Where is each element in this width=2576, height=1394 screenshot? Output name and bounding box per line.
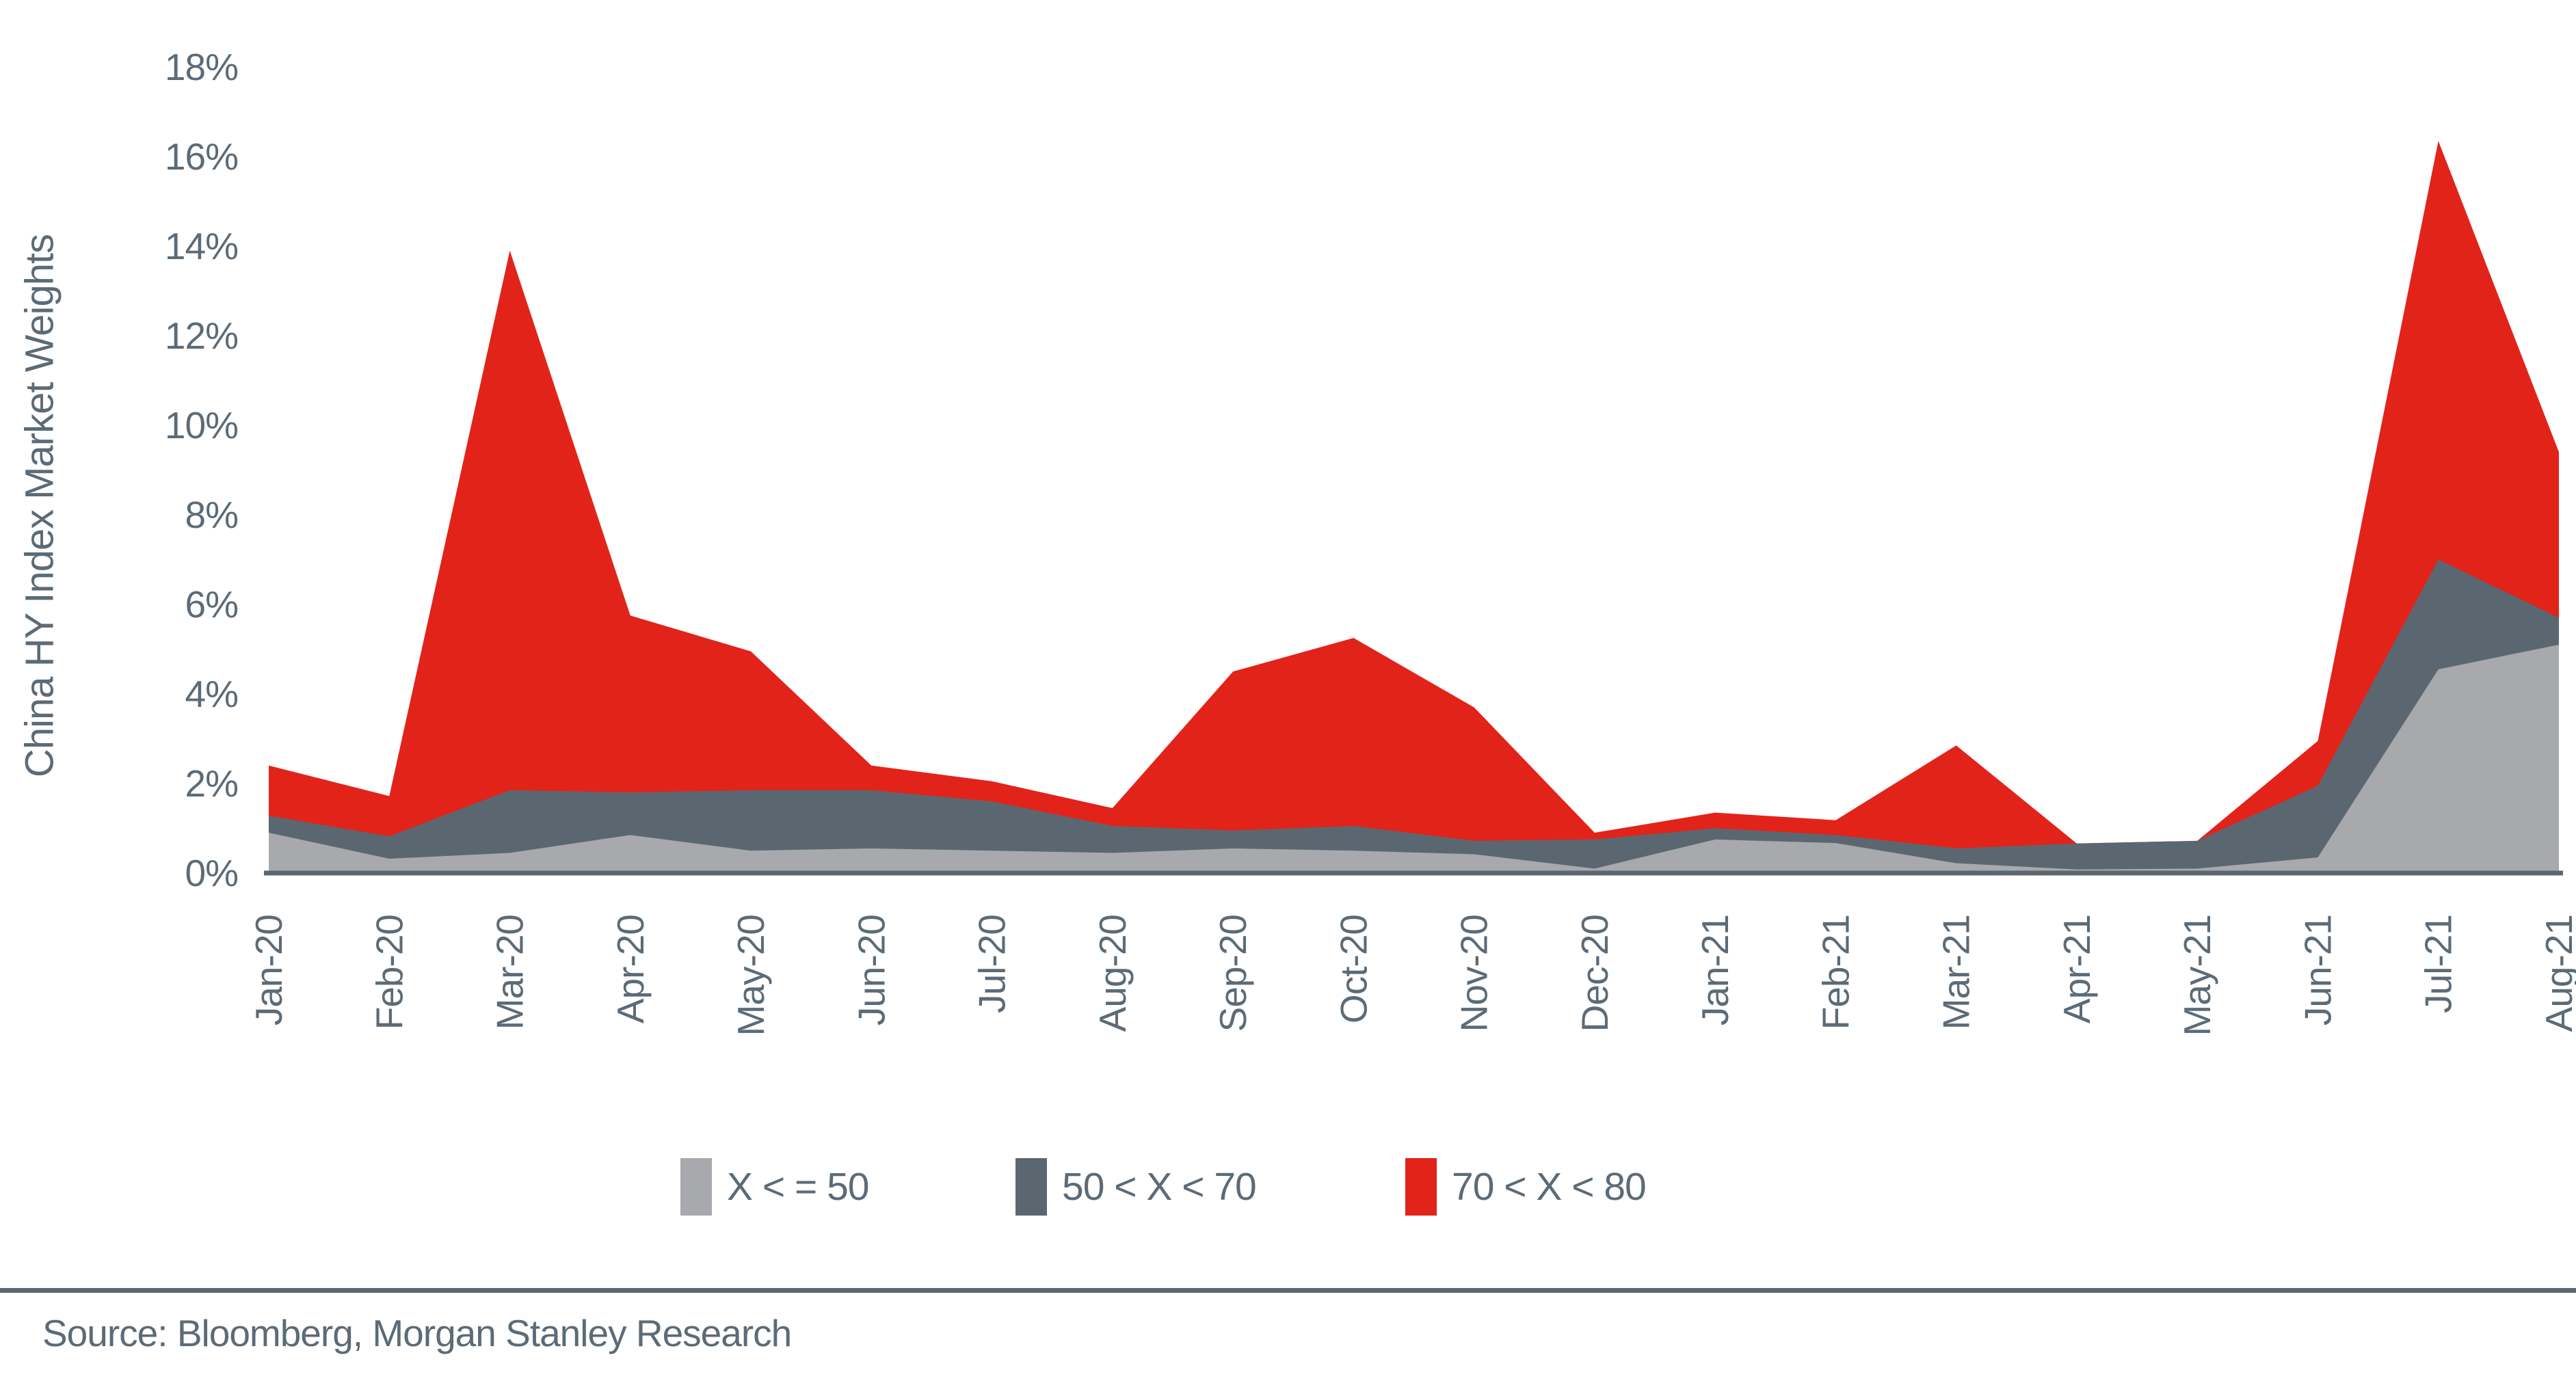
y-tick-label-18pct: 18% <box>165 46 238 88</box>
legend-swatch-light-gray <box>680 1158 712 1216</box>
x-tick-label-apr-20: Apr-20 <box>609 915 652 1023</box>
y-tick-label-16pct: 16% <box>165 135 238 178</box>
x-tick-label-feb-21: Feb-21 <box>1814 915 1857 1030</box>
y-tick-label-10pct: 10% <box>165 404 238 446</box>
legend-label-70-80: 70 < X < 80 <box>1452 1165 1647 1209</box>
x-axis-ticks: Jan-20 Feb-20 Mar-20 Apr-20 May-20 Jun-20 Jul-… <box>248 915 2576 1036</box>
area-series-50-x-70 <box>269 559 2559 873</box>
x-tick-label-may-20: May-20 <box>730 915 772 1036</box>
y-tick-label-4pct: 4% <box>185 673 239 715</box>
x-tick-label-jun-21: Jun-21 <box>2296 915 2339 1026</box>
y-tick-label-0pct: 0% <box>185 852 239 894</box>
plot-area <box>269 141 2559 874</box>
x-tick-label-feb-20: Feb-20 <box>368 915 410 1030</box>
y-tick-label-6pct: 6% <box>185 583 239 626</box>
x-tick-label-dec-20: Dec-20 <box>1574 915 1616 1032</box>
x-tick-label-jul-21: Jul-21 <box>2417 915 2460 1013</box>
x-tick-label-oct-20: Oct-20 <box>1332 915 1375 1023</box>
footer-divider-line <box>0 1288 2576 1293</box>
x-tick-label-aug-21: Aug-21 <box>2538 915 2576 1032</box>
x-tick-label-nov-20: Nov-20 <box>1453 915 1496 1032</box>
legend-item-70-80: 70 < X < 80 <box>1405 1158 1647 1216</box>
y-tick-label-8pct: 8% <box>185 494 239 536</box>
legend: X < = 50 50 < X < 70 70 < X < 80 <box>0 1158 2576 1223</box>
x-tick-label-aug-20: Aug-20 <box>1091 915 1134 1032</box>
area-series-70-x-80 <box>269 141 2559 874</box>
legend-item-50-70: 50 < X < 70 <box>1015 1158 1257 1216</box>
source-text: Source: Bloomberg, Morgan Stanley Resear… <box>42 1312 792 1354</box>
x-tick-label-apr-21: Apr-21 <box>2056 915 2098 1023</box>
x-tick-label-sep-20: Sep-20 <box>1212 915 1254 1032</box>
legend-swatch-red <box>1405 1158 1437 1216</box>
y-tick-label-2pct: 2% <box>185 762 239 805</box>
y-axis-ticks: 18% 16% 14% 12% 10% 8% 6% 4% 2% 0% <box>165 46 239 894</box>
legend-label-x-le-50: X < = 50 <box>727 1165 870 1209</box>
legend-item-x-le-50: X < = 50 <box>680 1158 870 1216</box>
legend-swatch-dark-slate <box>1015 1158 1047 1216</box>
x-tick-label-mar-20: Mar-20 <box>489 915 531 1030</box>
x-tick-label-jan-20: Jan-20 <box>248 915 290 1026</box>
y-tick-label-12pct: 12% <box>165 314 238 357</box>
y-axis-title: China HY Index Market Weights <box>18 234 62 777</box>
x-tick-label-jul-20: Jul-20 <box>971 915 1013 1013</box>
x-tick-label-mar-21: Mar-21 <box>1935 915 1978 1030</box>
x-tick-label-jun-20: Jun-20 <box>850 915 892 1026</box>
y-tick-label-14pct: 14% <box>165 225 238 267</box>
legend-label-50-70: 50 < X < 70 <box>1062 1165 1257 1209</box>
x-tick-label-jan-21: Jan-21 <box>1694 915 1736 1026</box>
area-series-x-50 <box>269 644 2559 873</box>
x-tick-label-may-21: May-21 <box>2176 915 2218 1036</box>
